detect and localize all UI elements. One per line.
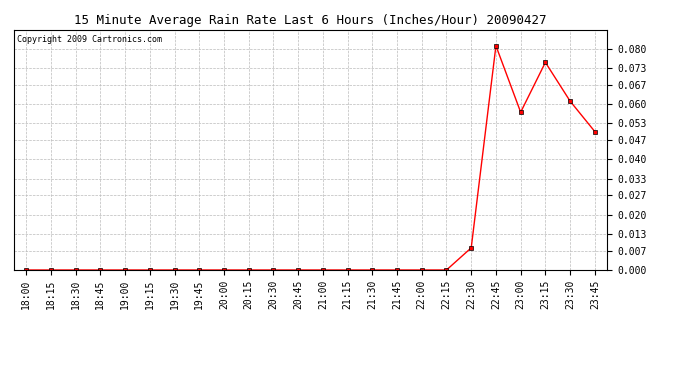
Title: 15 Minute Average Rain Rate Last 6 Hours (Inches/Hour) 20090427: 15 Minute Average Rain Rate Last 6 Hours… [75, 15, 546, 27]
Text: Copyright 2009 Cartronics.com: Copyright 2009 Cartronics.com [17, 35, 161, 44]
